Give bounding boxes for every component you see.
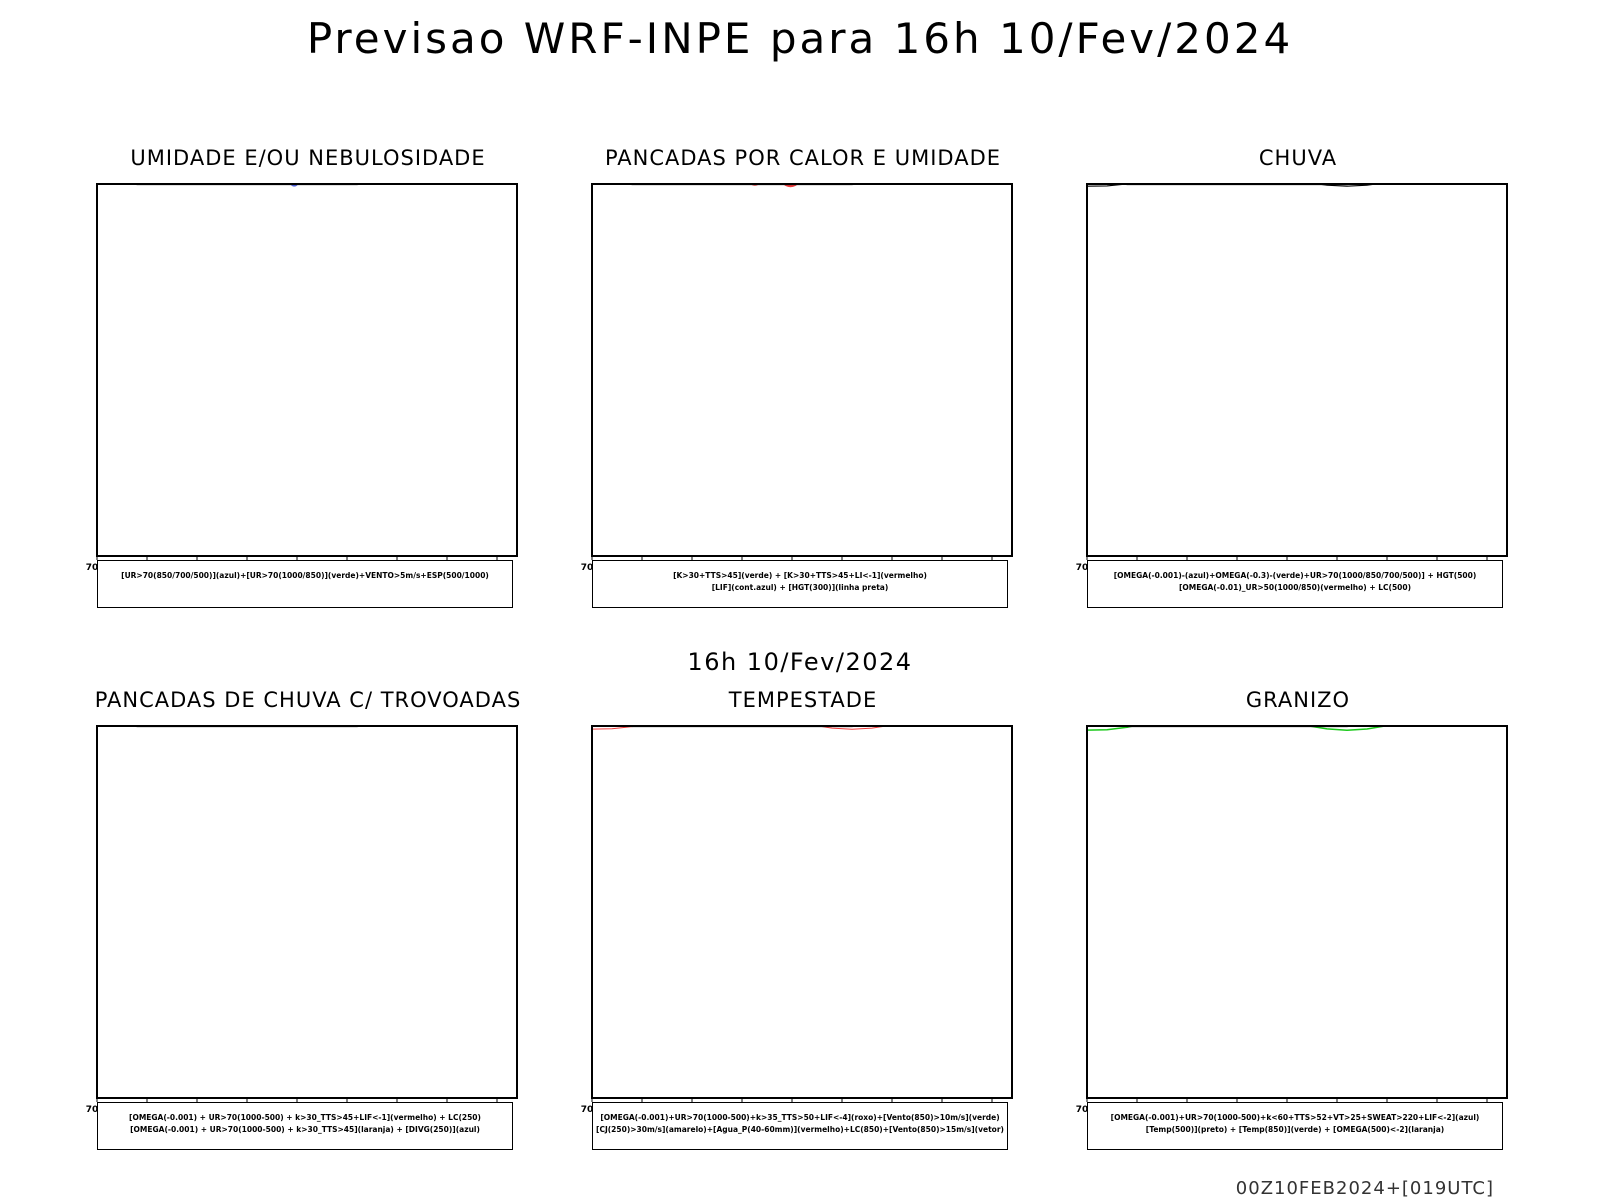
panel-title: GRANIZO	[1245, 688, 1351, 712]
border-line	[691, 184, 692, 185]
map-panel: PANCADAS DE CHUVA C/ TROVOADAS 70W65W60W5…	[73, 688, 543, 1158]
map-frame	[1086, 725, 1508, 1099]
panel-title: TEMPESTADE	[728, 688, 878, 712]
coastline	[134, 184, 371, 186]
legend-caption: [OMEGA(-0.001) + UR>70(1000-500) + k>30_…	[97, 1102, 513, 1150]
map-background	[97, 184, 517, 556]
map-plot: 9680968096009680968096809600968096009600…	[581, 174, 1013, 573]
map-panel: UMIDADE E/OU NEBULOSIDADE 101610121016102…	[73, 146, 543, 616]
map-background	[592, 184, 1012, 556]
coastline	[1124, 184, 1361, 186]
map-plot: 70W65W60W55W50W45W40W35W30W12S15S18S21S2…	[86, 716, 518, 1115]
map-frame	[96, 183, 518, 557]
panel-title: CHUVA	[1258, 146, 1338, 170]
footer-run-info: 00Z10FEB2024+[019UTC]	[1235, 1178, 1494, 1199]
border-line	[691, 726, 692, 727]
map-background	[1087, 184, 1507, 556]
field-patch	[1450, 176, 1461, 181]
field-patch	[1143, 174, 1155, 178]
legend-caption-line: [CJ(250)>30m/s](amarelo)+[Agua_P(40-60mm…	[596, 1125, 1004, 1134]
wind-vector	[861, 716, 874, 718]
map-plot: 58558257957658558258870W65W60W55W50W45W4…	[1076, 174, 1508, 573]
legend-caption-line: [OMEGA(-0.001)-(azul)+OMEGA(-0.3)-(verde…	[1113, 571, 1477, 580]
coastline	[629, 726, 866, 728]
legend-caption-line: [LIF](cont.azul) + [HGT(300)](linha pret…	[711, 583, 889, 592]
field-patch	[1194, 174, 1200, 177]
field-patch	[676, 174, 711, 178]
legend-caption-line: [OMEGA(-0.01)_UR>50(1000/850)(vermelho) …	[1178, 583, 1412, 592]
map-panel: GRANIZO 1515182115121570W65W60W55W50W45W4…	[1063, 688, 1533, 1158]
legend-caption-line: [OMEGA(-0.001) + UR>70(1000-500) + k>30_…	[129, 1113, 481, 1122]
border-line	[1186, 184, 1187, 185]
map-panel: TEMPESTADE 40404040404070W65W60W55W50W45W…	[568, 688, 1038, 1158]
wind-vector-head	[349, 716, 353, 719]
panel-title: UMIDADE E/OU NEBULOSIDADE	[130, 146, 486, 170]
map-frame	[1086, 183, 1508, 557]
field-patch	[1192, 174, 1204, 177]
map-background	[592, 726, 1012, 1098]
border-line	[1186, 726, 1187, 727]
legend-caption-line: [OMEGA(-0.001)+UR>70(1000-500)+k<60+TTS>…	[1110, 1113, 1480, 1122]
field-patch	[1097, 174, 1110, 175]
map-plot: 1016101210161020102410221012100810121012…	[86, 174, 518, 573]
legend-caption-line: [UR>70(850/700/500)](azul)+[UR>70(1000/8…	[121, 571, 489, 580]
field-patch	[622, 174, 649, 178]
field-patch	[215, 174, 234, 178]
field-patch	[721, 174, 770, 182]
field-patch	[115, 174, 153, 175]
map-plot: 1515182115121570W65W60W55W50W45W40W35W30…	[1076, 725, 1508, 1115]
panel-title: PANCADAS POR CALOR E UMIDADE	[604, 146, 1002, 170]
wind-vector	[343, 717, 352, 718]
legend-caption: [UR>70(850/700/500)](azul)+[UR>70(1000/8…	[97, 560, 513, 608]
legend-caption-line: [OMEGA(-0.001)+UR>70(1000-500)+k>35_TTS>…	[600, 1113, 1000, 1122]
field-patch	[845, 184, 851, 185]
border-line	[1287, 726, 1288, 727]
map-frame	[591, 725, 1013, 1099]
border-line	[792, 726, 793, 727]
field-patch	[156, 174, 189, 177]
legend-caption: [OMEGA(-0.001)+UR>70(1000-500)+k<60+TTS>…	[1087, 1102, 1503, 1150]
field-patch	[1302, 174, 1309, 175]
legend-caption: [OMEGA(-0.001)-(azul)+OMEGA(-0.3)-(verde…	[1087, 560, 1503, 608]
border-line	[792, 184, 793, 185]
legend-caption-line: [OMEGA(-0.001) + UR>70(1000-500) + k>30_…	[130, 1125, 480, 1134]
mid-title: 16h 10/Fev/2024	[687, 648, 913, 676]
coastline	[629, 184, 866, 186]
map-background	[1087, 726, 1507, 1098]
map-plot: 40404040404070W65W60W55W50W45W40W35W30W1…	[581, 716, 1013, 1115]
map-frame	[96, 725, 518, 1099]
border-line	[196, 184, 197, 185]
legend-caption-line: [K>30+TTS>45](verde) + [K>30+TTS>45+LI<-…	[673, 571, 927, 580]
map-panel: CHUVA 58558257957658558258870W65W60W55W50…	[1063, 146, 1533, 616]
coastline	[134, 726, 371, 728]
legend-caption-line: [Temp(500)](preto) + [Temp(850)](verde) …	[1145, 1125, 1445, 1134]
border-line	[1287, 184, 1288, 185]
border-line	[196, 726, 197, 727]
legend-caption: [OMEGA(-0.001)+UR>70(1000-500)+k>35_TTS>…	[592, 1102, 1008, 1150]
coastline	[1124, 726, 1361, 728]
border-line	[297, 184, 298, 185]
map-background	[97, 726, 517, 1098]
wind-vector-head	[494, 174, 498, 178]
map-panel: PANCADAS POR CALOR E UMIDADE 968096809600…	[568, 146, 1038, 616]
panel-title: PANCADAS DE CHUVA C/ TROVOADAS	[94, 688, 522, 712]
main-title: Previsao WRF-INPE para 16h 10/Fev/2024	[306, 14, 1294, 63]
legend-caption: [K>30+TTS>45](verde) + [K>30+TTS>45+LI<-…	[592, 560, 1008, 608]
border-line	[297, 726, 298, 727]
map-frame	[591, 183, 1013, 557]
